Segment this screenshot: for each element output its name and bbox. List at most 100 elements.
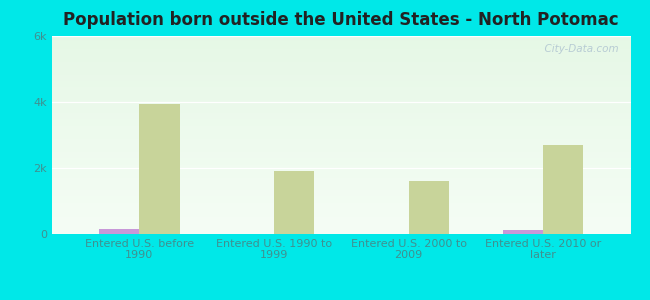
Bar — [52, 187, 630, 188]
Bar — [52, 208, 630, 209]
Bar — [52, 233, 630, 234]
Bar — [52, 163, 630, 164]
Bar — [52, 47, 630, 48]
Bar — [52, 54, 630, 55]
Bar — [52, 211, 630, 212]
Bar — [52, 216, 630, 217]
Bar — [52, 143, 630, 144]
Bar — [52, 64, 630, 65]
Bar — [52, 38, 630, 39]
Bar — [52, 109, 630, 110]
Bar — [52, 150, 630, 151]
Bar — [52, 68, 630, 69]
Bar — [52, 205, 630, 206]
Bar — [52, 221, 630, 222]
Bar — [543, 145, 584, 234]
Bar — [52, 103, 630, 104]
Bar — [52, 85, 630, 86]
Bar — [52, 145, 630, 146]
Bar — [52, 219, 630, 220]
Bar — [52, 175, 630, 176]
Bar — [52, 147, 630, 148]
Bar — [52, 169, 630, 170]
Bar — [52, 133, 630, 134]
Bar — [52, 114, 630, 115]
Bar — [52, 76, 630, 78]
Text: City-Data.com: City-Data.com — [538, 44, 619, 54]
Bar — [52, 214, 630, 215]
Bar — [52, 59, 630, 60]
Bar — [52, 204, 630, 205]
Bar — [52, 135, 630, 136]
Bar — [52, 177, 630, 178]
Bar — [52, 61, 630, 62]
Bar — [52, 231, 630, 232]
Bar — [52, 49, 630, 50]
Bar — [52, 212, 630, 213]
Bar — [52, 57, 630, 58]
Bar — [52, 73, 630, 74]
Bar — [52, 226, 630, 227]
Bar — [52, 144, 630, 145]
Bar — [52, 232, 630, 233]
Bar — [52, 39, 630, 40]
Bar — [408, 181, 449, 234]
Bar — [52, 48, 630, 49]
Bar — [52, 176, 630, 177]
Bar — [52, 130, 630, 131]
Bar — [52, 159, 630, 160]
Bar — [52, 89, 630, 90]
Bar — [52, 107, 630, 108]
Bar — [52, 121, 630, 122]
Bar — [52, 217, 630, 218]
Bar — [52, 105, 630, 106]
Bar — [52, 93, 630, 94]
Bar — [52, 197, 630, 198]
Bar — [52, 53, 630, 54]
Bar — [52, 199, 630, 200]
Bar — [52, 78, 630, 79]
Bar — [52, 110, 630, 111]
Bar — [52, 69, 630, 70]
Bar — [52, 137, 630, 138]
Bar — [52, 101, 630, 102]
Bar — [52, 213, 630, 214]
Bar — [52, 172, 630, 174]
Bar — [52, 157, 630, 158]
Bar — [52, 122, 630, 123]
Bar — [52, 104, 630, 105]
Bar — [52, 215, 630, 216]
Bar — [52, 182, 630, 184]
Bar — [52, 111, 630, 112]
Bar — [52, 95, 630, 96]
Bar — [52, 117, 630, 118]
Bar — [52, 167, 630, 168]
Bar — [52, 119, 630, 120]
Bar — [52, 140, 630, 141]
Bar — [52, 188, 630, 190]
Bar — [52, 127, 630, 128]
Bar — [52, 65, 630, 66]
Bar — [52, 222, 630, 223]
Bar — [52, 92, 630, 93]
Bar — [52, 141, 630, 142]
Bar — [52, 230, 630, 231]
Bar — [52, 152, 630, 153]
Bar — [52, 70, 630, 72]
Bar — [99, 229, 140, 234]
Bar — [52, 80, 630, 82]
Bar — [52, 158, 630, 159]
Bar — [52, 131, 630, 132]
Bar — [274, 171, 315, 234]
Bar — [52, 63, 630, 64]
Bar — [52, 156, 630, 157]
Bar — [52, 96, 630, 98]
Bar — [52, 99, 630, 100]
Bar — [52, 190, 630, 191]
Bar — [52, 174, 630, 175]
Bar — [52, 79, 630, 80]
Bar — [52, 142, 630, 143]
Bar — [52, 113, 630, 114]
Bar — [52, 223, 630, 224]
Bar — [52, 210, 630, 211]
